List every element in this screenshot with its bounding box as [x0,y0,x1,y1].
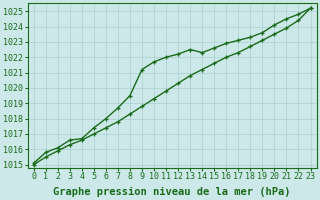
X-axis label: Graphe pression niveau de la mer (hPa): Graphe pression niveau de la mer (hPa) [53,186,291,197]
